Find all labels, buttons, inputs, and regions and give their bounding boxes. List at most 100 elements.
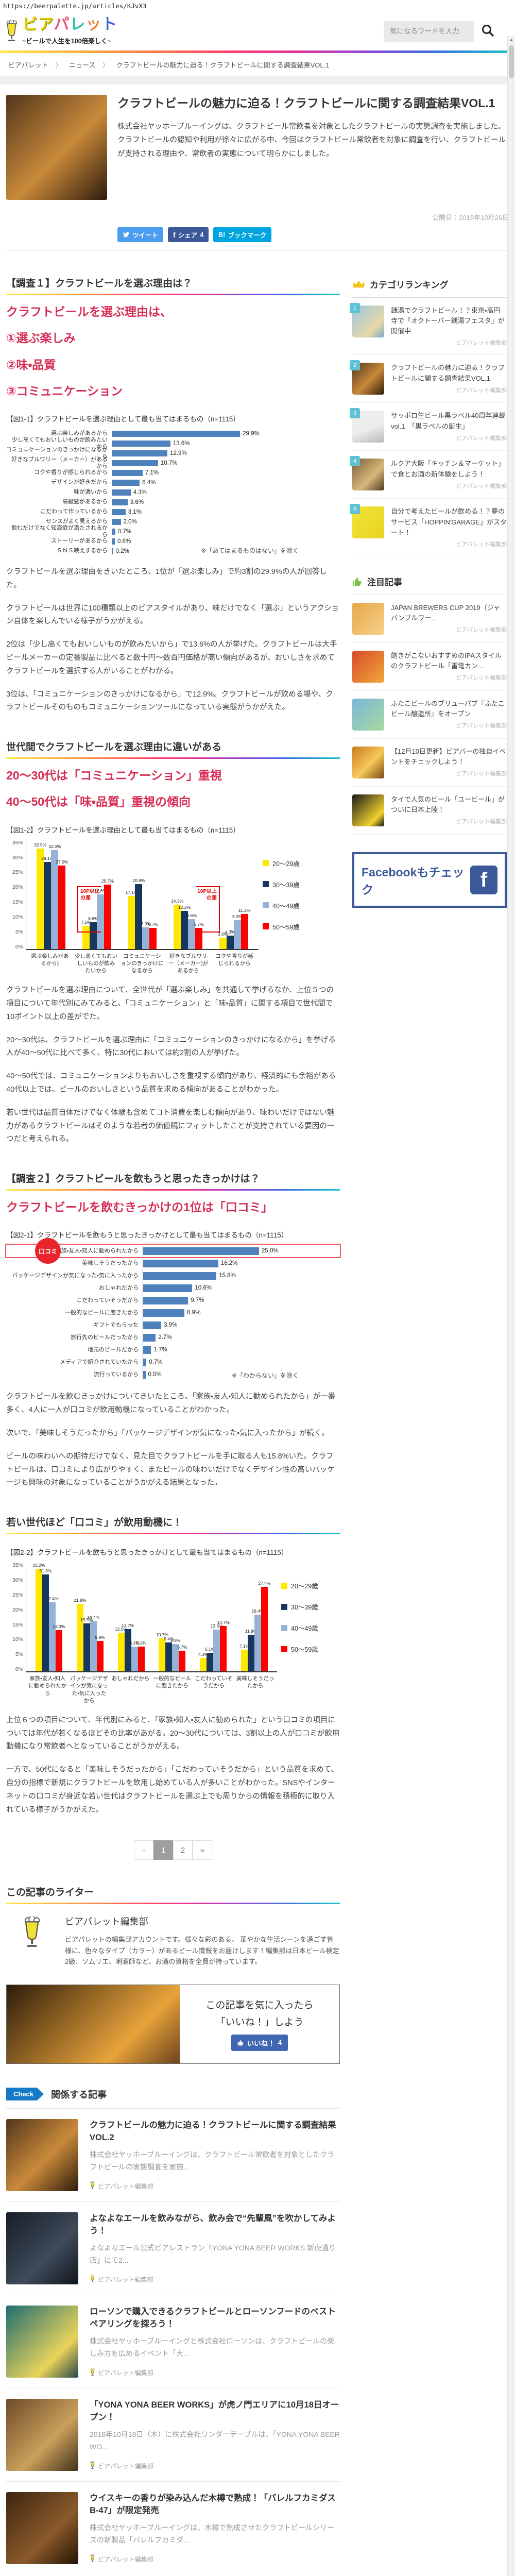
hatena-bookmark-button[interactable]: B! ブックマーク bbox=[213, 227, 272, 242]
bar-group: 21.8% 15.5% 16.2% 9.8% bbox=[74, 1598, 105, 1672]
bar-value: 4.3% bbox=[225, 929, 235, 935]
survey1-sub-heading: 世代間でクラフトビールを選ぶ理由に違いがある bbox=[6, 739, 340, 759]
site-logo[interactable]: ビアパレット ~ビールで人生を100倍楽しく~ bbox=[4, 17, 117, 45]
sidebar-article[interactable]: 2 クラフトビールの魅力に迫る！クラフトビールに関する調査結果VOL.1 ビアパレッ… bbox=[350, 355, 507, 403]
sidebar-article[interactable]: 5 自分で考えたビールが飲める！？夢のサービス「HOPPIN'GARAGE」がスタ… bbox=[350, 499, 507, 556]
sidebar-article[interactable]: 4 ルクア大阪「キッチン＆マーケット」で食とお酒の新体験をしよう！ ビアパレット編集… bbox=[350, 451, 507, 499]
bar: 32.5% bbox=[34, 842, 46, 949]
bar bbox=[112, 489, 131, 496]
sidebar-article[interactable]: JAPAN BREWERS CUP 2019（ジャパンブルワー... ビアパレット… bbox=[352, 595, 507, 643]
survey1-sub-highlight-1: 40～50代は「味・品質」重視の傾向 bbox=[6, 795, 191, 809]
bar-value: 32.0% bbox=[48, 843, 61, 849]
related-article[interactable]: 「YONA YONA BEER WORKS」が虎ノ門エリアに10月18日オープン… bbox=[6, 2387, 340, 2481]
bar-value: 13.6% bbox=[210, 1623, 223, 1629]
bar-value: 10.6% bbox=[195, 1285, 212, 1292]
search-icon[interactable] bbox=[481, 24, 494, 39]
sidebar-article[interactable]: 3 サッポロ生ビール黒ラベル40周年連載vol.1 「黒ラベルの誕生」 ビアパレット… bbox=[350, 403, 507, 451]
pagination-prev[interactable]: « bbox=[134, 1840, 153, 1860]
bar bbox=[112, 538, 115, 545]
chart-fig2-1: 家族・友人・知人に勧められたから 25.0% 口コミ 美味しそうだったから 16.2% パ… bbox=[5, 1238, 341, 1381]
bar: 33.2% bbox=[32, 1563, 45, 1672]
writer-name: ビアパレット編集部 bbox=[65, 1917, 148, 1927]
paragraph: 40～50代では、コミュニケーションよりもおいしさを重視する傾向があり、経済的に… bbox=[6, 1072, 336, 1094]
scrollbar-thumb[interactable] bbox=[509, 45, 514, 78]
legend-entry: 40～49歳 bbox=[281, 1623, 335, 1633]
bar-track: 12.9% bbox=[112, 448, 340, 458]
bar bbox=[143, 1296, 188, 1304]
article-thumbnail bbox=[6, 2305, 78, 2378]
bar-row: コクや香りが感じられるから 7.1% bbox=[6, 468, 340, 478]
page-title: クラフトビールの魅力に迫る！クラフトビールに関する調査結果VOL.1 bbox=[117, 96, 495, 110]
sidebar-article[interactable]: 飽きがこないおすすめのIPAスタイルのクラフトビール「雷電カン... ビアパレット… bbox=[352, 643, 507, 691]
breadcrumb-home[interactable]: ビアパレット bbox=[8, 61, 48, 69]
article-author: ビアパレット編集部 bbox=[456, 387, 507, 394]
facebook-banner[interactable]: Facebookもチェック f bbox=[352, 852, 507, 908]
bar-track: 3.9% bbox=[143, 1319, 340, 1332]
article-thumbnail bbox=[352, 698, 384, 731]
bar: 13.7% bbox=[122, 1623, 134, 1672]
pagination-next[interactable]: » bbox=[193, 1840, 212, 1860]
bar-value: 9.7% bbox=[191, 1297, 204, 1304]
rank-badge: 5 bbox=[350, 504, 360, 515]
related-article[interactable]: よなよなエールを飲みながら、飲み会で“先輩風”を吹かしてみよう！ よなよなエール公… bbox=[6, 2201, 340, 2295]
bar: 8.1% bbox=[136, 1640, 146, 1672]
y-axis: 35% 30% 25% 20% 15% 10% 5% 0% bbox=[6, 1562, 26, 1672]
bar-value: 1.7% bbox=[153, 1347, 167, 1353]
bar-row: ＳＮＳ映えするから 0.2% bbox=[6, 546, 340, 556]
published-date: 公開日：2018年10月26日 bbox=[432, 214, 509, 222]
sidebar-article[interactable]: 【12月10日更新】ビアバーの独自イベントをチェックしよう！ ビアパレット編集部 bbox=[352, 739, 507, 787]
article-thumbnail bbox=[352, 602, 384, 635]
bar: 10.7% bbox=[156, 1632, 168, 1672]
check-badge: Check bbox=[6, 2088, 44, 2101]
facebook-like-button[interactable]: いいね！ 4 bbox=[231, 2034, 288, 2051]
pagination-page-1[interactable]: 1 bbox=[153, 1840, 173, 1860]
search-area bbox=[384, 21, 494, 42]
bar-value: 3.1% bbox=[128, 509, 142, 515]
breadcrumb-news[interactable]: ニュース bbox=[69, 61, 96, 69]
bar bbox=[112, 469, 143, 476]
bar-value: 4.3% bbox=[133, 489, 147, 496]
article-thumbnail bbox=[6, 95, 107, 200]
bar-track: 3.1% bbox=[112, 507, 340, 517]
logo-text-2: パレット bbox=[54, 16, 118, 33]
bar-track: 0.7% bbox=[112, 527, 340, 536]
related-article[interactable]: ウイスキーの香りが染み込んだ木樽で熟成！「バレルフカミダス B-47」が限定発売… bbox=[6, 2481, 340, 2574]
bar: 13.6% bbox=[211, 1623, 223, 1672]
legend-entry: 20～29歳 bbox=[281, 1581, 335, 1590]
sidebar-article[interactable]: 1 銭湯でクラフトビール！？東京・高円寺で「オクトーバー銭湯フェスタ」が開催中 ビア… bbox=[350, 298, 507, 355]
bar-track: 15.8% bbox=[143, 1269, 340, 1282]
bar-row: 好きなブルワリー（メーカー）があるから 10.7% bbox=[6, 456, 340, 469]
y-tick: 20% bbox=[12, 884, 23, 891]
bar-value: 12.5% bbox=[115, 1626, 128, 1632]
facebook-share-button[interactable]: f シェア 4 bbox=[168, 227, 209, 242]
sidebar-article[interactable]: タイで人気のビール「ユービール」がついに日本上陸！ ビアパレット編集部 bbox=[352, 787, 507, 835]
survey2-sub-paragraphs: 上位６つの項目について、年代別にみると、「家族・知人・友人に勧められた」という口… bbox=[6, 1714, 340, 1817]
bar-row: デザインが好きだから 6.4% bbox=[6, 478, 340, 487]
bar-value: 7.5% bbox=[81, 919, 91, 925]
bar-label: 好きなブルワリー（メーカー）があるから bbox=[11, 456, 108, 469]
article-title: JAPAN BREWERS CUP 2019（ジャパンブルワー... bbox=[391, 603, 500, 622]
bar-group: 7.1% 11.9% 18.4% 27.4% bbox=[239, 1581, 271, 1672]
bar bbox=[112, 518, 121, 525]
related-article[interactable]: クラフトビールの魅力に迫る！クラフトビールに関する調査結果VOL.2 株式会社ヤッ… bbox=[6, 2108, 340, 2201]
sidebar-article[interactable]: ふたこビールのブリューパブ『ふたこビール醸造所』をオープン ビアパレット編集部 bbox=[352, 691, 507, 739]
bar bbox=[112, 499, 128, 505]
survey1-paragraphs: クラフトビールを選ぶ理由をきいたところ、1位が「選ぶ楽しみ」で約3割の29.9%… bbox=[6, 566, 340, 715]
tweet-button[interactable]: ツイート bbox=[117, 227, 164, 242]
related-article[interactable]: ローソンで購入できるクラフトビールとローソンフードのベストペアリングを探ろう！ 株… bbox=[6, 2294, 340, 2388]
scrollbar-up-arrow[interactable]: ▲ bbox=[509, 37, 514, 42]
x-label: 好きなブルワリー（メーカー)があるから bbox=[168, 953, 209, 974]
rank-badge: 1 bbox=[350, 303, 360, 313]
search-input[interactable] bbox=[384, 21, 474, 42]
bar: 17.1% bbox=[125, 890, 138, 949]
bar-row: 地元のビールだから 1.7% bbox=[6, 1344, 340, 1357]
article-author: ビアパレット編集部 bbox=[456, 723, 507, 730]
bar-value: 0.7% bbox=[117, 528, 132, 535]
plot-area: 33.2% 31.3% 22.4% 13.3% 21.8% 15.5% 16.2% 9.8% 1… bbox=[26, 1562, 277, 1704]
bar-value: 2.0% bbox=[123, 518, 137, 525]
rank-badge: 4 bbox=[350, 456, 360, 467]
chart-annotation: 10P以上の差 bbox=[77, 886, 101, 933]
pagination-page-2[interactable]: 2 bbox=[173, 1840, 193, 1860]
scrollbar[interactable]: ▲ bbox=[507, 36, 515, 2576]
bar-track: 10.6% bbox=[143, 1282, 340, 1295]
